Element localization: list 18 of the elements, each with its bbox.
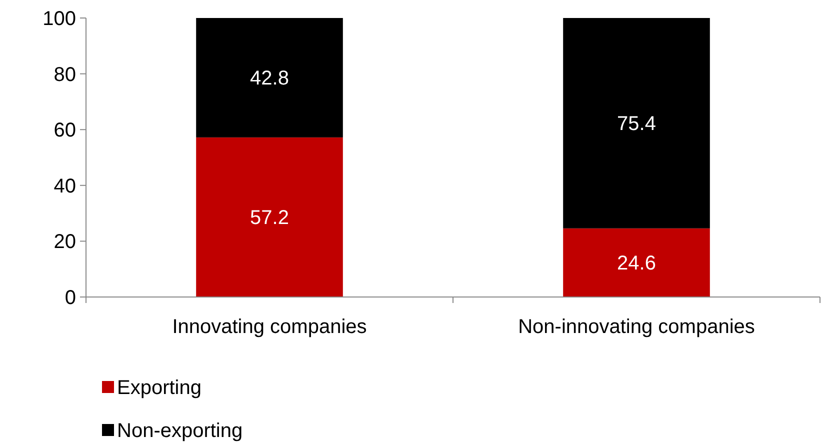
y-tick-label: 40 xyxy=(54,175,76,198)
data-label: 57.2 xyxy=(250,207,289,230)
data-label: 24.6 xyxy=(617,252,656,275)
x-tick-label: Non-innovating companies xyxy=(518,316,755,338)
y-tick-label: 20 xyxy=(54,231,76,254)
y-tick-label: 60 xyxy=(54,120,76,142)
y-tick-label: 0 xyxy=(64,287,76,309)
x-tick-label: Innovating companies xyxy=(172,316,367,338)
bar xyxy=(196,137,343,297)
data-label: 75.4 xyxy=(617,113,656,136)
bar xyxy=(563,18,710,228)
bar xyxy=(563,228,710,297)
y-tick-label: 100 xyxy=(42,8,76,30)
y-tick-label: 80 xyxy=(54,64,76,86)
legend-label: Non-exporting xyxy=(117,420,243,442)
bar xyxy=(196,18,343,138)
legend-label: Exporting xyxy=(117,377,202,399)
data-label: 42.8 xyxy=(250,68,289,90)
